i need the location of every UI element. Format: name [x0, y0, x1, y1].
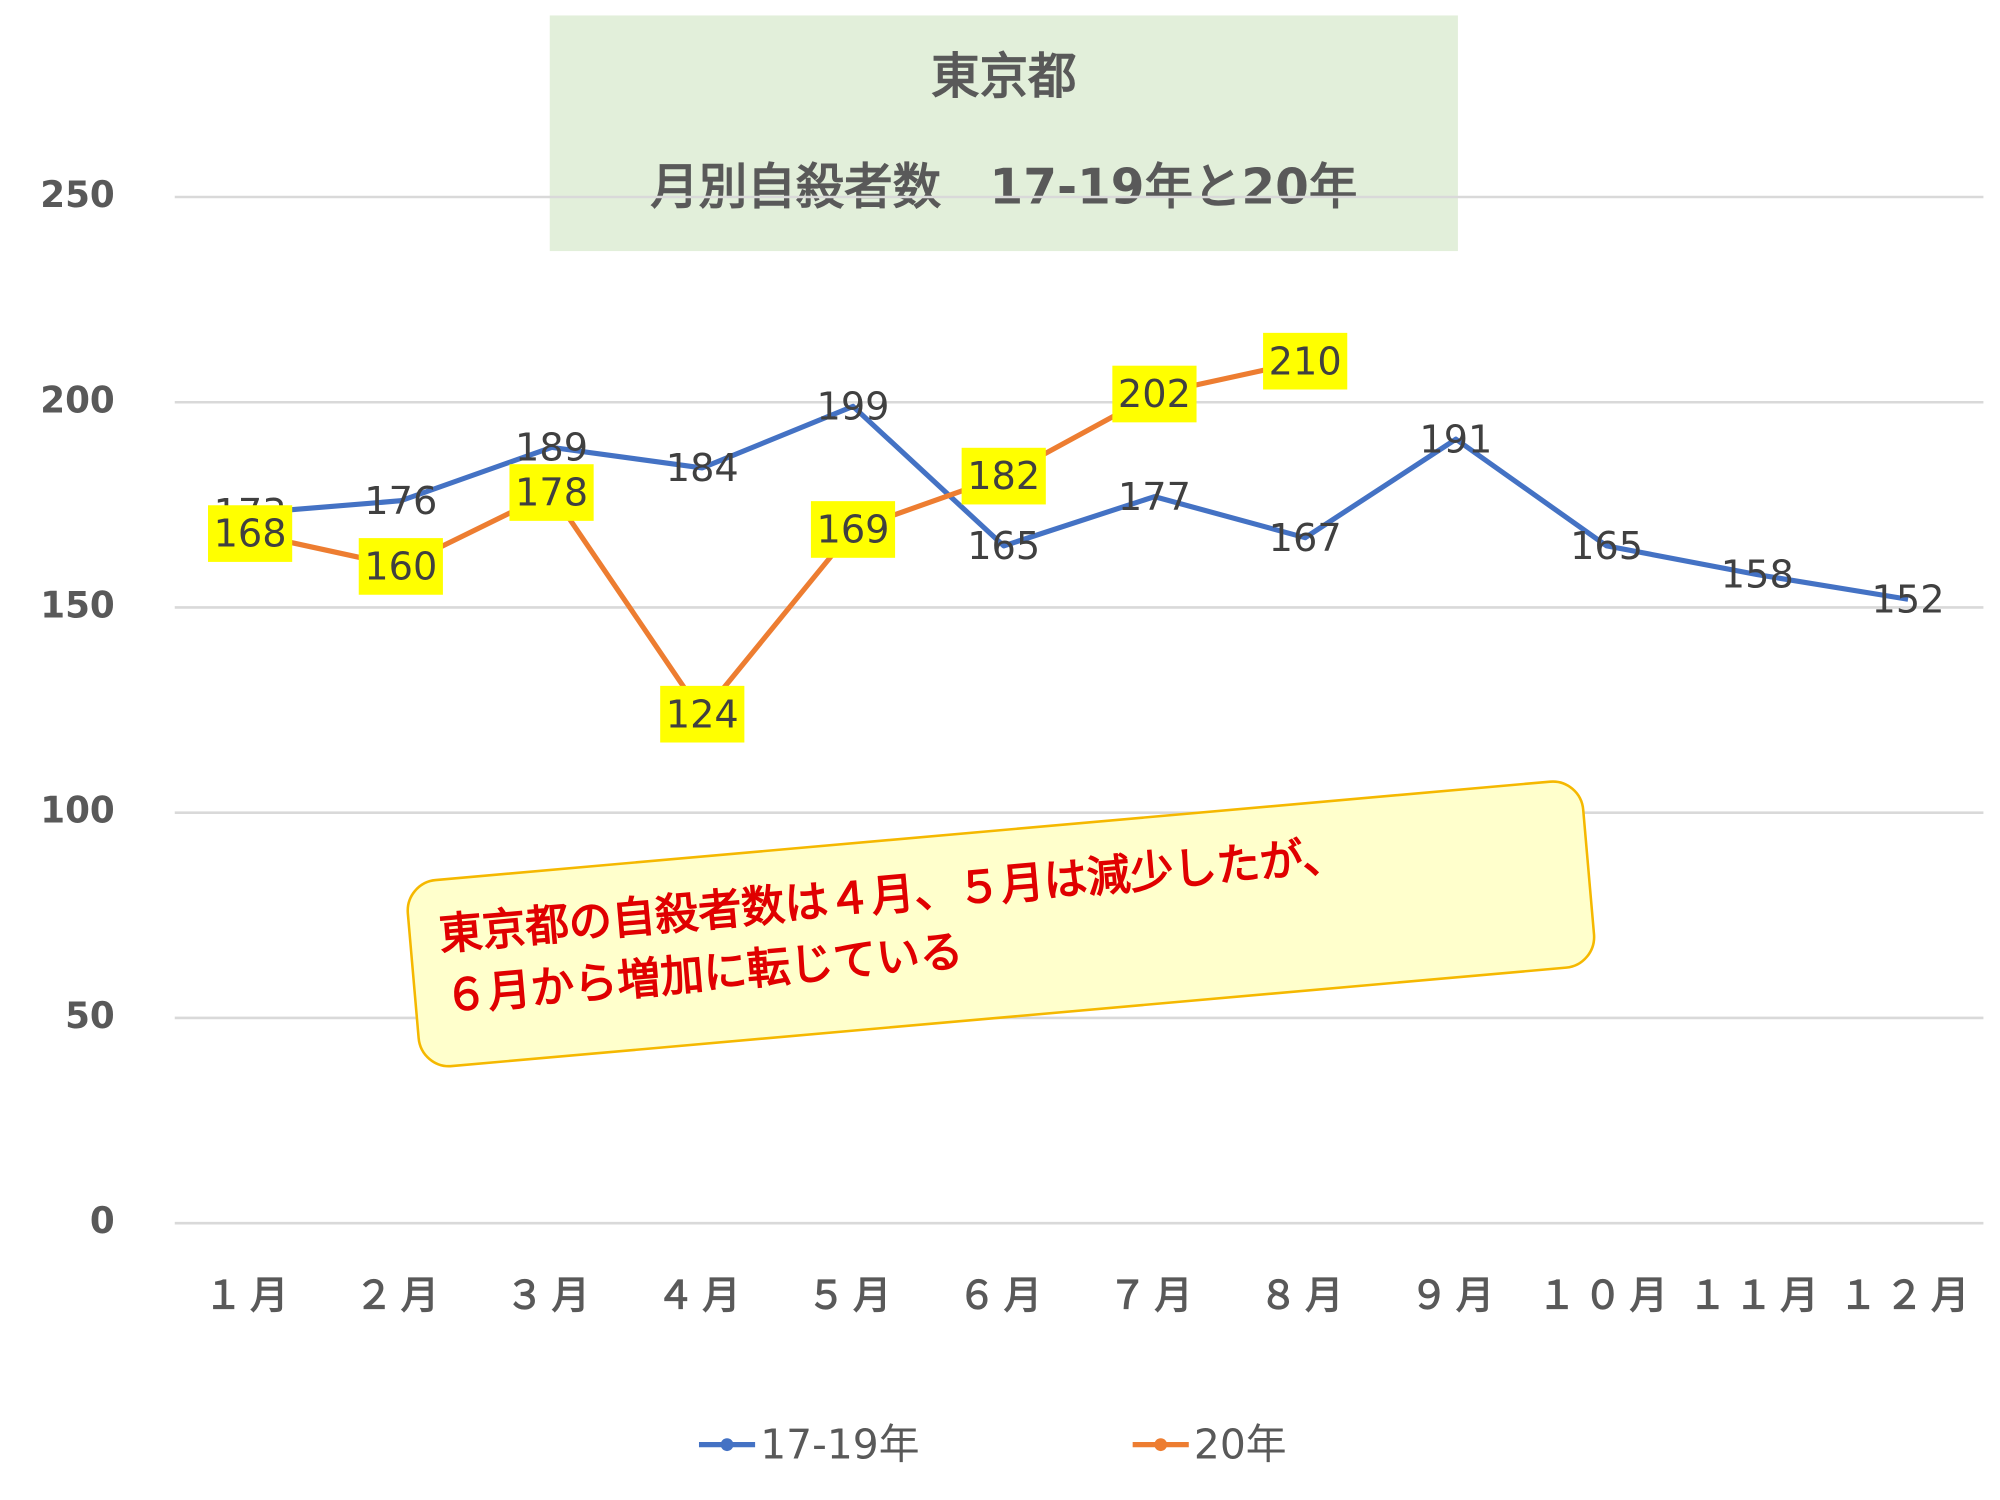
data-label: 189 [515, 425, 588, 470]
y-tick-label: 150 [40, 585, 115, 626]
legend-marker [720, 1438, 734, 1452]
x-tick-label: ７月 [1109, 1273, 1201, 1318]
title-box [549, 15, 1458, 252]
data-label-bg [358, 538, 443, 595]
data-label: 184 [666, 446, 739, 491]
data-label-bg [1263, 332, 1348, 390]
annotation: 東京都の自殺者数は４月、５月は減少したが、６月から増加に転じている [406, 780, 1596, 1068]
x-tick-label: １月 [204, 1273, 296, 1318]
data-label: 177 [1118, 475, 1191, 520]
data-label: 169 [816, 507, 889, 552]
x-tick-label: ４月 [656, 1273, 748, 1318]
data-label-bg [1112, 365, 1197, 423]
data-label: 168 [214, 512, 287, 557]
data-label: 191 [1419, 417, 1492, 462]
x-tick-label: ８月 [1259, 1273, 1351, 1318]
x-tick-label: １１月 [1688, 1273, 1826, 1318]
y-tick-label: 50 [65, 996, 115, 1037]
x-tick-label: １０月 [1538, 1273, 1676, 1318]
y-tick-label: 250 [40, 175, 115, 216]
data-label: 158 [1721, 553, 1794, 598]
data-label-bg [961, 447, 1046, 505]
x-tick-label: ５月 [807, 1273, 899, 1318]
x-tick-label: ２月 [355, 1273, 447, 1318]
data-label: 199 [816, 384, 889, 429]
y-tick-label: 100 [40, 791, 115, 832]
annotation-box [406, 780, 1596, 1068]
y-tick-label: 200 [40, 380, 115, 421]
data-label: 160 [364, 544, 437, 589]
data-label: 167 [1269, 516, 1342, 561]
chart-title: 東京都 [931, 49, 1076, 105]
legend-marker [1154, 1438, 1168, 1452]
data-label: 178 [515, 470, 588, 515]
legend-label: 20年 [1194, 1420, 1287, 1468]
data-label-bg [810, 501, 896, 558]
data-label: 165 [1570, 524, 1643, 569]
x-tick-label: ９月 [1410, 1273, 1502, 1318]
data-label: 202 [1118, 372, 1191, 417]
data-label: 210 [1269, 339, 1342, 384]
chart-subtitle: 月別自殺者数 17-19年と20年 [650, 159, 1357, 215]
data-label: 182 [967, 454, 1040, 499]
data-label: 152 [1872, 577, 1945, 622]
data-label: 176 [364, 479, 437, 524]
legend-label: 17-19年 [760, 1420, 919, 1468]
x-tick-label: ３月 [506, 1273, 598, 1318]
data-label: 165 [967, 524, 1040, 569]
x-tick-label: ６月 [958, 1273, 1050, 1318]
y-tick-label: 0 [90, 1201, 115, 1242]
data-label: 124 [666, 692, 739, 737]
x-tick-label: １２月 [1839, 1273, 1977, 1318]
data-label-bg [208, 505, 293, 562]
series-line [249, 403, 1909, 602]
data-label-bg [660, 685, 745, 743]
data-label-bg [509, 464, 594, 521]
